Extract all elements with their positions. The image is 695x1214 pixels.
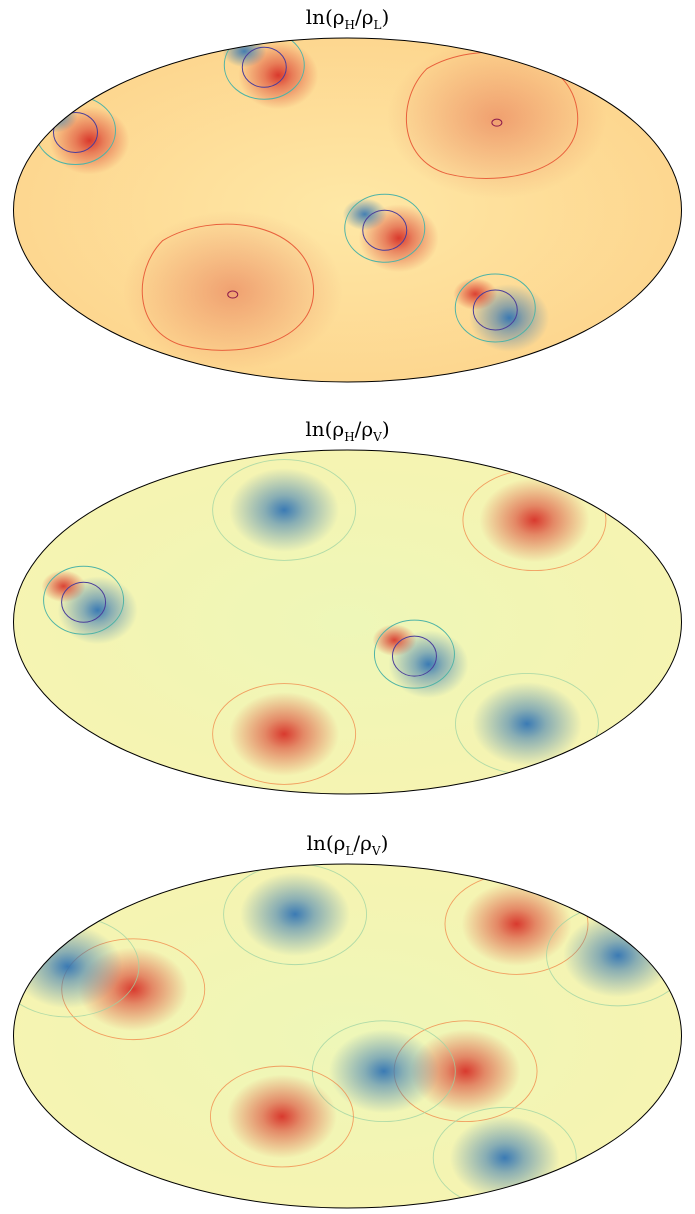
panel-rho-h-over-rho-l: ln(ρH/ρL) (0, 0, 695, 400)
contour-line (61, 581, 107, 623)
hotspot (410, 1029, 521, 1114)
contour-line (432, 1106, 577, 1208)
panel-rho-l-over-rho-v: ln(ρL/ρV) (0, 826, 695, 1210)
map-boundary (13, 449, 682, 795)
hotspot (41, 570, 86, 603)
mollweide-map (13, 863, 682, 1209)
contour-line (362, 209, 408, 251)
mollweide-map (13, 37, 682, 383)
contour-line (141, 223, 315, 351)
map-boundary (13, 863, 682, 1209)
hotspot (563, 913, 674, 998)
hotspot (342, 198, 387, 231)
hotspot (13, 924, 123, 1009)
contour-line (454, 273, 536, 343)
broad-region (122, 210, 343, 371)
mollweide-map (13, 449, 682, 795)
map-boundary (13, 37, 682, 383)
contour-line (212, 459, 357, 561)
hotspot (240, 872, 351, 957)
contour-line (472, 289, 518, 331)
hotspot (372, 624, 417, 657)
hotspot (226, 1074, 337, 1159)
contour-line (344, 193, 426, 263)
broad-region (386, 38, 607, 199)
hotspot (479, 478, 590, 563)
contour-line (223, 38, 305, 100)
contour-line (373, 619, 455, 689)
panel-title: ln(ρL/ρV) (306, 831, 389, 858)
contour-line (241, 46, 287, 88)
hotspot (229, 468, 340, 553)
hotspot (229, 691, 340, 776)
hotspot (453, 277, 498, 310)
panel-title: ln(ρH/ρL) (305, 5, 390, 32)
hotspot (33, 100, 78, 133)
panel-rho-h-over-rho-v: ln(ρH/ρV) (0, 412, 695, 812)
hotspot (471, 681, 582, 766)
hotspot (222, 38, 267, 68)
contour-line (223, 864, 368, 966)
contour-line (52, 112, 98, 154)
contour-line (491, 118, 503, 127)
contour-line (391, 635, 437, 677)
hotspot (449, 1115, 560, 1200)
hotspot (461, 882, 572, 967)
contour-line (227, 290, 239, 299)
contour-line (43, 565, 125, 635)
hotspot (328, 1029, 439, 1114)
panel-title: ln(ρH/ρV) (305, 417, 390, 444)
contour-line (212, 683, 357, 785)
contour-line (209, 1065, 354, 1168)
